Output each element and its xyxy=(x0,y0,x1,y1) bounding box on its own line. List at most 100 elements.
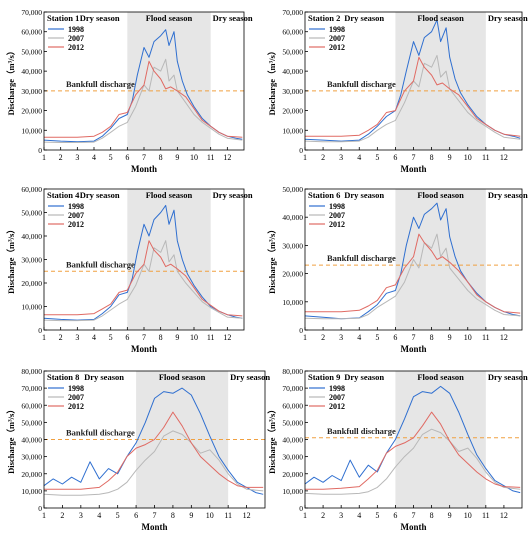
x-tick-label: 3 xyxy=(79,511,83,520)
y-tick-label: 20,000 xyxy=(282,470,303,479)
y-tick-label: 40,000 xyxy=(21,436,42,445)
y-tick-label: 40,000 xyxy=(21,67,42,76)
season-label-dry-right: Dry season xyxy=(488,190,528,200)
x-tick-label: 8 xyxy=(171,511,175,520)
x-tick-label: 7 xyxy=(153,511,157,520)
season-label-flood: Flood season xyxy=(146,190,193,200)
chart-panel-3: Bankfull discharge 0 10,000 20,000 30,000 40,… xyxy=(6,185,253,354)
legend-label-1998: 1998 xyxy=(329,384,345,393)
chart-panel-2: Bankfull discharge 0 10,000 20,000 30,000 40,… xyxy=(267,8,528,174)
x-tick-label: 5 xyxy=(109,333,113,342)
y-tick-label: 60,000 xyxy=(282,28,303,37)
x-tick-label: 7 xyxy=(142,153,146,162)
bankfull-label: Bankfull discharge xyxy=(66,79,135,89)
y-tick-label: 20,000 xyxy=(21,279,42,288)
x-axis-label: Month xyxy=(400,164,426,174)
x-tick-label: 10 xyxy=(464,333,472,342)
chart-panel-6: Bankfull discharge 0 10,000 20,000 30,000 40,… xyxy=(267,367,528,532)
y-tick-label: 40,000 xyxy=(21,232,42,241)
bankfull-label: Bankfull discharge xyxy=(327,79,396,89)
x-tick-label: 6 xyxy=(393,333,397,342)
y-tick-label: 10,000 xyxy=(21,487,42,496)
y-tick-label: 70,000 xyxy=(282,384,303,393)
y-tick-label: 60,000 xyxy=(21,28,42,37)
x-tick-label: 10 xyxy=(190,333,198,342)
y-tick-label: 40,000 xyxy=(282,67,303,76)
x-tick-label: 8 xyxy=(430,511,434,520)
season-label-dry-left: Dry season xyxy=(80,13,120,23)
x-tick-label: 9 xyxy=(175,153,179,162)
x-axis-label: Month xyxy=(400,522,426,532)
x-tick-label: 12 xyxy=(243,511,251,520)
legend-label-2012: 2012 xyxy=(329,402,345,411)
x-tick-label: 5 xyxy=(109,153,113,162)
y-tick-label: 20,000 xyxy=(21,107,42,116)
legend-label-1998: 1998 xyxy=(329,25,345,34)
season-label-flood: Flood season xyxy=(146,13,193,23)
x-tick-label: 12 xyxy=(223,153,231,162)
series-line-2012 xyxy=(44,240,243,317)
series-line-2007 xyxy=(43,240,243,322)
x-tick-label: 2 xyxy=(59,153,63,162)
x-tick-label: 3 xyxy=(75,153,79,162)
x-tick-label: 1 xyxy=(42,511,46,520)
y-tick-label: 0 xyxy=(38,504,42,513)
x-tick-label: 5 xyxy=(116,511,120,520)
y-tick-label: 0 xyxy=(38,326,42,335)
x-tick-label: 10 xyxy=(464,511,472,520)
series-line-1998 xyxy=(304,385,521,494)
x-tick-label: 9 xyxy=(448,153,452,162)
chart-panel-5: Bankfull discharge 0 10,000 20,000 30,000 40,… xyxy=(6,367,270,532)
x-tick-label: 8 xyxy=(159,153,163,162)
x-tick-label: 3 xyxy=(339,511,343,520)
season-label-dry-left: Dry season xyxy=(344,190,384,200)
y-tick-label: 10,000 xyxy=(282,126,303,135)
x-tick-label: 6 xyxy=(125,153,129,162)
series-line-2012 xyxy=(305,411,521,490)
y-axis-label: Discharge（m³/s） xyxy=(6,225,16,294)
season-label-dry-right: Dry season xyxy=(230,372,270,382)
series-line-2007 xyxy=(43,58,243,143)
y-tick-label: 20,000 xyxy=(21,470,42,479)
x-tick-label: 1 xyxy=(303,333,307,342)
season-label-dry-right: Dry season xyxy=(488,13,528,23)
x-tick-label: 11 xyxy=(482,511,490,520)
x-tick-label: 7 xyxy=(142,333,146,342)
season-label-dry-right: Dry season xyxy=(213,13,253,23)
flood-season-shade xyxy=(395,371,486,508)
legend-label-2012: 2012 xyxy=(68,43,84,52)
series-line-2012 xyxy=(44,411,264,490)
x-tick-label: 7 xyxy=(412,333,416,342)
y-tick-label: 10,000 xyxy=(21,126,42,135)
x-tick-label: 5 xyxy=(375,511,379,520)
series-line-2007 xyxy=(304,428,521,495)
series-line-2012 xyxy=(305,56,521,137)
x-tick-label: 2 xyxy=(321,333,325,342)
x-tick-label: 7 xyxy=(412,153,416,162)
y-tick-label: 0 xyxy=(299,146,303,155)
x-tick-label: 6 xyxy=(125,333,129,342)
x-tick-label: 6 xyxy=(393,153,397,162)
series-line-2007 xyxy=(43,430,264,496)
x-tick-label: 1 xyxy=(42,333,46,342)
flood-season-shade xyxy=(395,189,486,330)
y-tick-label: 50,000 xyxy=(21,47,42,56)
x-tick-label: 7 xyxy=(412,511,416,520)
x-axis-label: Month xyxy=(131,164,157,174)
y-tick-label: 30,000 xyxy=(21,256,42,265)
legend-label-1998: 1998 xyxy=(68,384,84,393)
x-tick-label: 12 xyxy=(500,511,508,520)
y-tick-label: 40,000 xyxy=(282,436,303,445)
x-tick-label: 11 xyxy=(482,153,490,162)
bankfull-label: Bankfull discharge xyxy=(66,428,135,438)
x-tick-label: 8 xyxy=(430,153,434,162)
station-label: Station 6 xyxy=(308,190,340,200)
x-tick-label: 6 xyxy=(393,511,397,520)
flood-season-shade xyxy=(395,12,486,150)
x-tick-label: 12 xyxy=(500,333,508,342)
y-tick-label: 30,000 xyxy=(282,453,303,462)
legend-label-1998: 1998 xyxy=(329,202,345,211)
legend-label-2007: 2007 xyxy=(329,34,345,43)
bankfull-label: Bankfull discharge xyxy=(327,426,396,436)
y-tick-label: 30,000 xyxy=(282,241,303,250)
